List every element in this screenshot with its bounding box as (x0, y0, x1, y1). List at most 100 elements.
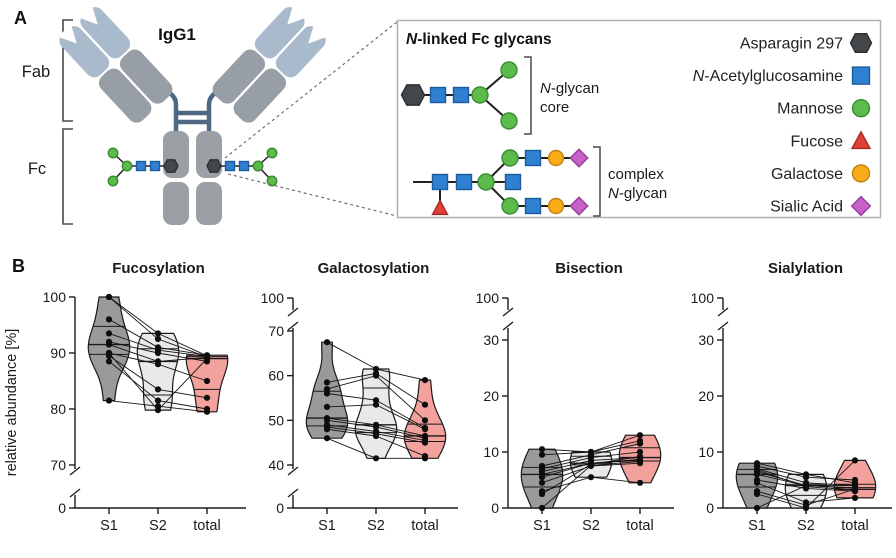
data-point (154, 330, 162, 337)
data-point (421, 455, 429, 462)
glcnac-symbol (238, 160, 250, 172)
glcnac-symbol (504, 173, 522, 191)
axis-text: total (193, 518, 220, 534)
data-point (851, 494, 859, 501)
fucose-symbol (431, 199, 449, 216)
panel-a-label: A (14, 8, 27, 28)
data-point (372, 372, 380, 379)
glcnac-symbol (851, 66, 871, 85)
glcnac-symbol (452, 86, 470, 104)
fab-arm-right-outer (233, 24, 328, 123)
axis-text: S1 (100, 518, 118, 534)
y-axis-label: relative abundance [%] (4, 329, 20, 477)
data-point (105, 341, 113, 348)
data-point (154, 335, 162, 343)
data-point (323, 379, 331, 386)
axis-text: S2 (582, 518, 600, 534)
axis-text: total (841, 518, 868, 534)
data-point (203, 377, 211, 385)
data-point (323, 339, 331, 346)
mannose-symbol (501, 197, 519, 215)
complex-bracket (593, 146, 601, 217)
data-point (372, 401, 380, 408)
data-point (851, 457, 859, 464)
data-point (372, 365, 380, 373)
fab-arm-left-inner (78, 5, 173, 104)
fc-bracket (62, 128, 73, 225)
data-point (154, 407, 162, 414)
data-point (421, 426, 429, 433)
data-point (636, 453, 644, 460)
data-point (636, 440, 644, 447)
data-point (753, 490, 761, 498)
axis-text: total (411, 518, 438, 534)
galactose-symbol (547, 197, 565, 215)
data-point (105, 358, 113, 365)
data-point (203, 355, 211, 362)
data-point (372, 432, 380, 440)
core-bracket (524, 56, 532, 135)
axis-text: S2 (797, 518, 815, 534)
mannose-symbol (851, 98, 871, 118)
galactose-symbol (851, 164, 871, 183)
mannose-symbol (252, 160, 264, 172)
asparagine-symbol (163, 159, 179, 173)
fucose-symbol (850, 130, 872, 150)
axis-text: total (626, 518, 653, 534)
axis-text: 40 (268, 457, 284, 473)
axis-text: S2 (367, 518, 385, 534)
legend-label: Fucose (791, 133, 844, 150)
axis-text: 0 (706, 500, 714, 516)
axis-text: S1 (748, 518, 766, 534)
igg1-antibody (57, 5, 328, 225)
violin-S1 (87, 296, 131, 402)
data-point (587, 474, 595, 481)
mannose-symbol (107, 147, 119, 159)
data-point (802, 504, 810, 512)
igg1-title: IgG1 (158, 25, 196, 44)
data-point (323, 426, 331, 433)
legend-label: Asparagin 297 (740, 36, 843, 53)
data-point (636, 448, 644, 456)
data-point (323, 403, 331, 410)
data-point (323, 417, 331, 424)
data-point (538, 446, 546, 453)
axis-text: 90 (50, 345, 66, 361)
fab-arm-right-inner (212, 5, 307, 104)
plot-title: Sialylation (768, 260, 843, 277)
sialic-symbol (850, 195, 872, 217)
data-point (372, 397, 380, 404)
asparagine-symbol (400, 84, 426, 106)
mannose-symbol (266, 175, 278, 187)
axis-text: S1 (318, 518, 336, 534)
fc-label: Fc (28, 160, 46, 178)
plot-title: Fucosylation (112, 260, 205, 277)
data-point (372, 423, 380, 431)
panel-b: Fucosylation relative abundance [%] 100 90 8… (0, 255, 896, 550)
fc-glycan-icons (107, 147, 278, 187)
glcnac-symbol (149, 160, 161, 172)
galactosylation-plot: Galactosylation 100 70 60 50 40 0 S1 S2 total (261, 260, 458, 534)
glcnac-symbol (524, 197, 542, 215)
axis-text: 70 (50, 457, 66, 473)
glcnac-symbol (224, 160, 236, 172)
axis-text: 100 (261, 290, 285, 306)
axis-text: 20 (698, 388, 714, 404)
panel-b-label: B (12, 256, 25, 276)
data-point (636, 458, 644, 465)
panel-a: Fab Fc IgG1 (0, 0, 896, 257)
fucosylation-plot: Fucosylation relative abundance [%] 100 90 8… (4, 260, 246, 534)
sialic-symbol (569, 196, 589, 216)
mannose-symbol (471, 86, 489, 104)
plot-title: Bisection (555, 260, 623, 277)
glcnac-symbol (455, 173, 473, 191)
mannose-symbol (500, 112, 518, 130)
data-point (851, 487, 859, 494)
axis-text: 100 (691, 290, 715, 306)
legend-row: Galactose (771, 164, 871, 183)
galactose-symbol (547, 149, 565, 167)
data-point (154, 397, 162, 404)
data-point (636, 479, 644, 486)
data-point (105, 293, 113, 301)
